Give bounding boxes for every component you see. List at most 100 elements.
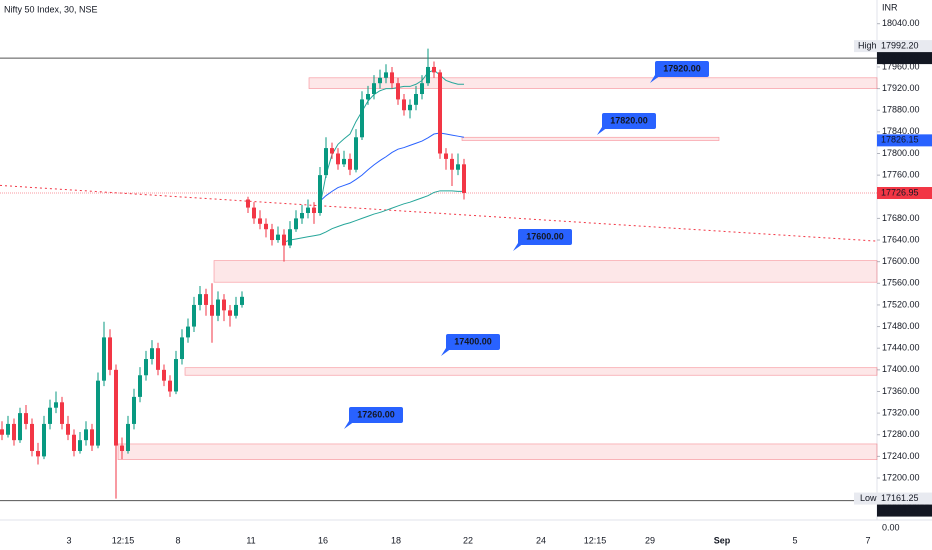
chart-title: Nifty 50 Index, 30, NSE [4, 4, 98, 14]
y-tick-label: 17800.00 [882, 148, 920, 158]
candle-body [120, 445, 124, 451]
y-tick-label: 17880.00 [882, 105, 920, 115]
candle-body [168, 380, 172, 392]
last-price-box [877, 187, 932, 200]
x-tick-label: 11 [246, 535, 255, 545]
annotation-label: 17820.00 [610, 115, 648, 125]
zone [461, 136, 720, 141]
ma-line [283, 190, 464, 243]
high-value: 17992.20 [881, 40, 919, 50]
zone [213, 260, 878, 283]
candle-body [66, 423, 70, 435]
low-value-box [877, 492, 932, 505]
candle-body [336, 153, 340, 165]
annotation-box [602, 113, 656, 129]
candle-body [426, 66, 430, 84]
candle-body [84, 429, 88, 441]
y-tick-label: 17400.00 [882, 364, 920, 374]
candle-body [186, 326, 190, 338]
candle-body [288, 229, 292, 246]
candle-body [282, 234, 286, 246]
y-tick-label: 17960.00 [882, 61, 920, 71]
candle-body [348, 158, 352, 170]
candle-body [78, 440, 82, 451]
high-tag [854, 40, 877, 53]
candle-body [174, 359, 178, 392]
candle-body [234, 304, 238, 316]
annotation-box [349, 407, 403, 423]
candle-body [354, 137, 358, 170]
y-tick-label: 17560.00 [882, 278, 920, 288]
candle-body [90, 429, 94, 446]
low-value: 17161.25 [881, 493, 919, 503]
candle-body [12, 423, 16, 441]
candle-body [240, 296, 244, 305]
candle-body [306, 207, 310, 213]
candle-body [420, 83, 424, 95]
candle-body [216, 299, 220, 316]
candle-body [258, 218, 262, 224]
candle-body [138, 375, 142, 397]
candle-body [102, 337, 106, 381]
candle-body [300, 212, 304, 219]
candle-body [414, 94, 418, 105]
candle-body [72, 434, 76, 451]
candle-body [210, 304, 214, 316]
ma-line [319, 69, 464, 207]
x-tick-label: 16 [318, 535, 328, 545]
candle-body [24, 413, 28, 424]
y-tick-label: 17320.00 [882, 407, 920, 417]
x-tick-label: 7 [865, 535, 870, 545]
volume-axis-label: 0.00 [882, 522, 900, 532]
candle-body [192, 304, 196, 327]
high-line-value: 17976.40 [881, 52, 919, 62]
low-line-value: 17158.30 [881, 505, 919, 515]
x-tick-label: 18 [391, 535, 401, 545]
candle-body [330, 148, 334, 154]
candle-body [96, 380, 100, 446]
candle-body [294, 218, 298, 230]
y-tick-label: 18040.00 [882, 18, 920, 28]
candle-body [60, 402, 64, 424]
candle-body [42, 423, 46, 457]
candle-body [438, 72, 442, 154]
y-tick-label: 17360.00 [882, 386, 920, 396]
candle-body [36, 450, 40, 457]
x-tick-label: 12:15 [584, 535, 607, 545]
x-tick-label: 22 [463, 535, 473, 545]
candle-body [54, 402, 58, 408]
y-tick-label: 17600.00 [882, 256, 920, 266]
candle-body [198, 294, 202, 305]
candle-body [462, 164, 466, 193]
x-tick-label: 3 [66, 535, 71, 545]
x-tick-label: 8 [175, 535, 180, 545]
candle-body [30, 423, 34, 451]
y-tick-label: 17840.00 [882, 126, 920, 136]
candle-body [0, 429, 4, 435]
candle-body [222, 299, 226, 311]
low-label: Low [860, 493, 877, 503]
candle-body [324, 148, 328, 176]
candle-body [162, 369, 166, 381]
candle-body [342, 158, 346, 165]
x-tick-label: 12:15 [112, 535, 135, 545]
y-tick-label: 17760.00 [882, 170, 920, 180]
annotation-box [655, 61, 709, 77]
candle-body [270, 229, 274, 241]
y-tick-label: 17920.00 [882, 83, 920, 93]
candle-body [396, 83, 400, 100]
y-tick-label: 17520.00 [882, 299, 920, 309]
y-tick-label: 17280.00 [882, 429, 920, 439]
candle-body [6, 423, 10, 435]
candle-body [360, 99, 364, 138]
candle-body [246, 199, 250, 208]
candle-body [252, 207, 256, 219]
ma-price-box [877, 134, 932, 147]
candle-body [450, 158, 454, 170]
candle-body [390, 72, 394, 84]
candle-body [150, 348, 154, 360]
zone [308, 77, 878, 89]
last-price: 17726.95 [881, 187, 919, 197]
annotation-label: 17260.00 [357, 409, 395, 419]
x-tick-label: 24 [536, 535, 546, 545]
